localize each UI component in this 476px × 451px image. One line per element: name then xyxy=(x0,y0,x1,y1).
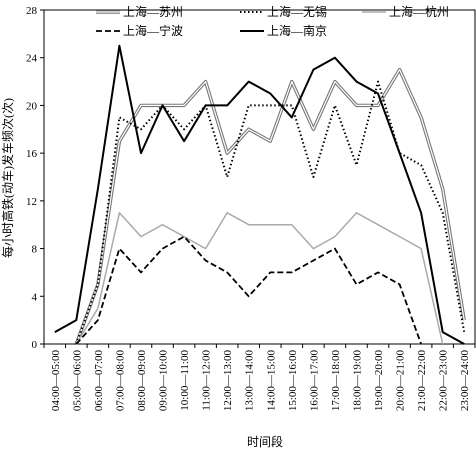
series-3 xyxy=(75,212,444,345)
x-tick-label: 20:00—21:00 xyxy=(395,350,407,412)
series-line xyxy=(75,235,422,345)
x-tick-label: 11:00—12:00 xyxy=(201,350,213,411)
y-tick-label: 0 xyxy=(32,339,38,351)
x-tick-label: 17:00—18:00 xyxy=(330,350,342,412)
x-tick-label: 04:00—05:00 xyxy=(50,350,62,412)
series-1 xyxy=(74,67,466,345)
y-tick-label: 24 xyxy=(26,53,38,65)
x-tick-label: 23:00—24:00 xyxy=(459,350,471,412)
x-tick-label: 08:00—09:00 xyxy=(136,350,148,412)
x-tick-label: 07:00—08:00 xyxy=(114,350,126,412)
x-tick-label: 10:00—11:00 xyxy=(179,350,191,411)
legend-label: 上海—苏州 xyxy=(123,4,183,19)
legend-label: 上海—南京 xyxy=(267,23,327,38)
x-tick-label: 18:00—19:00 xyxy=(351,350,363,412)
x-tick-label: 21:00—22:00 xyxy=(416,350,428,412)
series-lines xyxy=(54,44,466,345)
series-4 xyxy=(75,235,422,345)
x-axis: 04:00—05:00 05:00—06:00 06:00—07:00 07:00—0… xyxy=(43,344,476,412)
series-5 xyxy=(54,44,465,345)
legend-label: 上海—宁波 xyxy=(123,23,183,38)
y-tick-label: 12 xyxy=(26,196,37,208)
series-line xyxy=(75,68,465,345)
y-axis-title: 每小时高铁(动车)发车频次(次) xyxy=(0,98,15,258)
plot-border xyxy=(43,9,476,345)
x-tick-label: 06:00—07:00 xyxy=(93,350,105,412)
x-tick-label: 09:00—10:00 xyxy=(158,350,170,412)
x-tick-label: 22:00—23:00 xyxy=(438,350,450,412)
y-tick-label: 8 xyxy=(32,244,38,256)
legend-item: 上海—宁波 xyxy=(96,23,183,38)
y-tick-label: 4 xyxy=(32,291,38,303)
y-tick-label: 16 xyxy=(26,148,38,160)
y-axis: 0 4 8 12 16 20 24 28 xyxy=(26,5,44,351)
x-tick-label: 16:00—17:00 xyxy=(308,350,320,412)
x-tick-label: 12:00—13:00 xyxy=(222,350,234,412)
series-line xyxy=(75,212,444,345)
x-tick-label: 13:00—14:00 xyxy=(244,350,256,412)
series-line xyxy=(75,80,466,345)
series-line xyxy=(54,44,465,345)
x-tick-label: 05:00—06:00 xyxy=(71,350,83,412)
legend-item: 上海—南京 xyxy=(240,23,327,38)
legend-label: 上海—杭州 xyxy=(389,4,449,19)
legend-label: 上海—无锡 xyxy=(267,4,327,19)
y-tick-label: 20 xyxy=(26,100,38,112)
series-2 xyxy=(75,80,466,345)
y-tick-label: 28 xyxy=(26,5,38,17)
x-axis-title: 时间段 xyxy=(247,434,283,449)
x-tick-label: 14:00—15:00 xyxy=(265,350,277,412)
legend-item: 上海—杭州 xyxy=(362,4,449,19)
legend-item: 上海—无锡 xyxy=(240,4,327,19)
x-tick-label: 19:00—20:00 xyxy=(373,350,385,412)
legend-item: 上海—苏州 xyxy=(96,4,183,19)
x-tick-label: 15:00—16:00 xyxy=(287,350,299,412)
plot-area xyxy=(43,9,476,345)
